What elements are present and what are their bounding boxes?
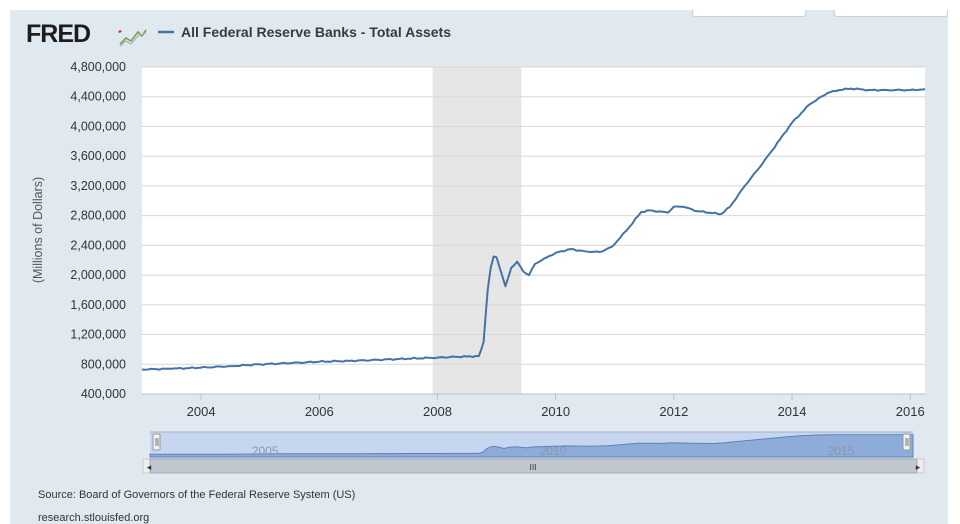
- x-tick-label: 2010: [541, 404, 570, 419]
- navigator-year-label: 2005: [252, 444, 279, 458]
- y-tick-label: 4,000,000: [70, 119, 126, 133]
- chart-svg: FRED All Federal Reserve Banks - Total A…: [26, 20, 926, 524]
- scrollbar-thumb[interactable]: [149, 458, 918, 474]
- range-navigator[interactable]: 2005 2010 2015: [149, 431, 914, 459]
- scrollbar[interactable]: ◂ ▸ III: [142, 458, 925, 474]
- y-tick-label: 1,600,000: [70, 298, 126, 312]
- source-note: Source: Board of Governors of the Federa…: [38, 489, 355, 501]
- navigator-year-label: 2010: [540, 444, 567, 458]
- y-tick-label: 400,000: [81, 387, 126, 401]
- legend[interactable]: All Federal Reserve Banks - Total Assets: [158, 24, 451, 40]
- fred-logo-icon: [118, 29, 147, 47]
- navigator-year-label: 2015: [828, 444, 855, 458]
- y-tick-label: 1,200,000: [70, 328, 126, 342]
- fred-logo-text: FRED: [26, 20, 90, 48]
- recession-shade: [432, 67, 522, 394]
- x-tick-label: 2008: [423, 404, 452, 419]
- x-tick-label: 2012: [659, 404, 688, 419]
- x-axis: 2004 2006 2008 2010 2012 2014 2016: [142, 393, 925, 419]
- x-tick-label: 2006: [305, 404, 334, 419]
- navigator-labels: 2005 2010 2015: [252, 444, 855, 458]
- y-tick-label: 3,200,000: [70, 179, 126, 193]
- y-tick-label: 2,800,000: [70, 209, 126, 223]
- scrollbar-grip-icon: III: [529, 463, 536, 472]
- chart-container: FRED All Federal Reserve Banks - Total A…: [10, 10, 948, 524]
- x-tick-label: 2014: [778, 404, 807, 419]
- units-dropdown[interactable]: [834, 10, 948, 17]
- y-tick-label: 2,000,000: [70, 268, 126, 282]
- source-url-link[interactable]: research.stlouisfed.org: [38, 512, 149, 524]
- grid-lines: [142, 66, 925, 365]
- y-tick-label: 4,400,000: [70, 90, 126, 104]
- plot-area: [142, 67, 925, 394]
- series-line-total-assets[interactable]: [141, 87, 926, 371]
- scrollbar-left-arrow-icon[interactable]: ◂: [147, 463, 152, 473]
- navigator-right-handle[interactable]: [902, 433, 911, 451]
- legend-label: All Federal Reserve Banks - Total Assets: [181, 24, 451, 40]
- navigator-area: [149, 434, 914, 458]
- y-tick-label: 800,000: [81, 357, 126, 371]
- y-axis-label: (Millions of Dollars): [31, 177, 45, 283]
- y-axis: 400,000 800,000 1,200,000 1,600,000 2,000,00…: [70, 60, 126, 401]
- scrollbar-right-arrow-icon[interactable]: ▸: [916, 463, 921, 473]
- period-dropdown[interactable]: [692, 10, 806, 17]
- x-tick-label: 2016: [896, 404, 925, 419]
- x-tick-label: 2004: [187, 404, 216, 419]
- y-tick-label: 3,600,000: [70, 149, 126, 163]
- fred-logo[interactable]: FRED: [26, 20, 147, 48]
- y-tick-label: 4,800,000: [70, 60, 126, 74]
- y-tick-label: 2,400,000: [70, 238, 126, 252]
- navigator-left-handle[interactable]: [152, 433, 161, 451]
